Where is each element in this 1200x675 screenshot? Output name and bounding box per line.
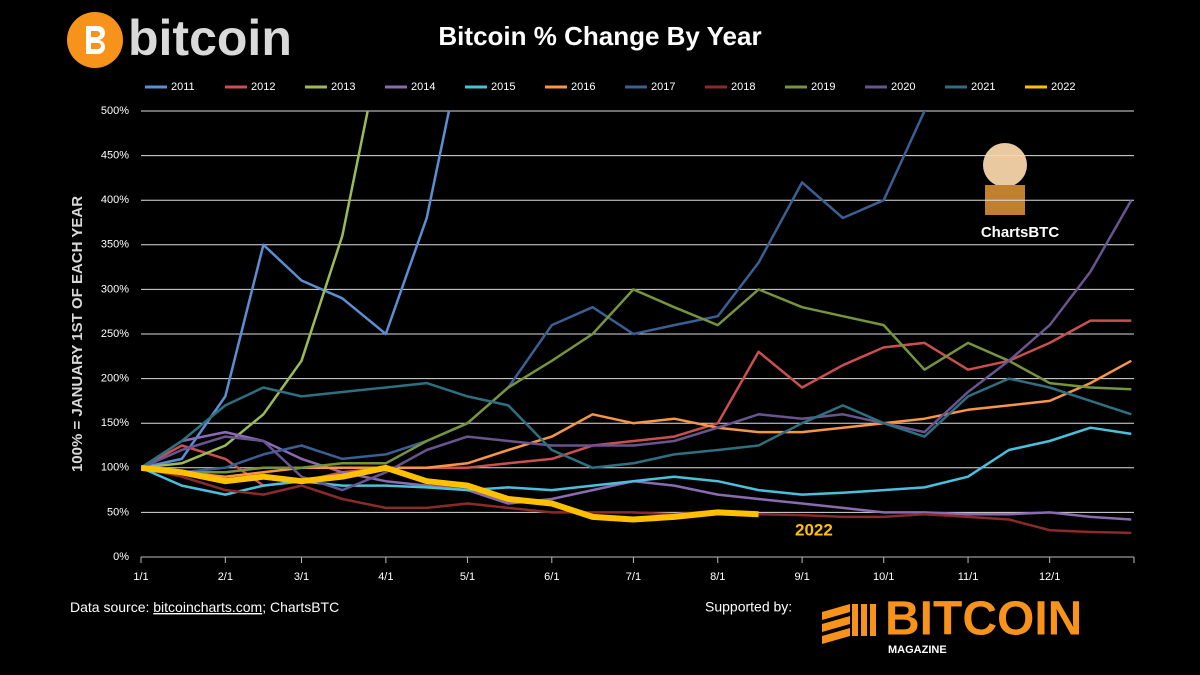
y-tick-label: 450% — [101, 150, 129, 162]
source-link[interactable]: bitcoincharts.com — [153, 599, 262, 615]
x-tick-label: 4/1 — [378, 571, 393, 583]
sponsor-logo: BITCOIN MAGAZINE — [822, 593, 1082, 656]
y-axis-label: 100% = JANUARY 1ST OF EACH YEAR — [69, 196, 86, 472]
legend-label: 2011 — [171, 81, 195, 93]
x-tick-label: 10/1 — [873, 571, 894, 583]
x-tick-label: 9/1 — [794, 571, 809, 583]
y-tick-label: 50% — [107, 506, 129, 518]
x-tick-label: 1/1 — [133, 571, 148, 583]
legend-label: 2022 — [1051, 81, 1075, 93]
legend-label: 2020 — [891, 81, 915, 93]
series-line — [141, 464, 759, 523]
x-tick-label: 6/1 — [544, 571, 559, 583]
series-line — [141, 111, 369, 470]
legend-label: 2017 — [651, 81, 675, 93]
x-tick-label: 7/1 — [626, 571, 641, 583]
y-tick-label: 350% — [101, 239, 129, 251]
supported-by: Supported by: — [705, 599, 792, 615]
x-tick-label: 12/1 — [1039, 571, 1060, 583]
legend-label: 2013 — [331, 81, 355, 93]
legend-label: 2021 — [971, 81, 995, 93]
sponsor-name: BITCOIN — [885, 593, 1082, 646]
y-tick-label: 0% — [113, 551, 129, 563]
bitcoin-logo: bitcoin — [67, 10, 292, 68]
mascot-head — [983, 143, 1027, 187]
sponsor-sub: MAGAZINE — [888, 644, 947, 656]
x-tick-label: 2/1 — [218, 571, 233, 583]
y-tick-label: 500% — [101, 105, 129, 117]
sponsor-icon — [822, 604, 876, 644]
source-rest: ; ChartsBTC — [262, 599, 339, 615]
mascot-label: ChartsBTC — [981, 224, 1060, 241]
series-line — [141, 466, 1132, 535]
y-tick-label: 200% — [101, 373, 129, 385]
legend-label: 2015 — [491, 81, 515, 93]
series-line — [141, 288, 1132, 474]
y-tick-label: 150% — [101, 417, 129, 429]
legend-label: 2016 — [571, 81, 595, 93]
footer-source: Data source: bitcoincharts.com; ChartsBT… — [70, 599, 339, 615]
x-tick-label: 5/1 — [460, 571, 475, 583]
logo-glyph — [86, 26, 105, 54]
annotation: 2022 — [795, 520, 833, 539]
x-tick-label: 11/1 — [958, 571, 979, 583]
legend-label: 2019 — [811, 81, 835, 93]
y-tick-label: 400% — [101, 194, 129, 206]
plot-lines — [141, 111, 1133, 535]
series-line — [141, 199, 1133, 492]
x-tick-label: 3/1 — [294, 571, 309, 583]
y-tick-label: 100% — [101, 462, 129, 474]
source-label: Data source: — [70, 599, 149, 615]
y-tick-label: 300% — [101, 283, 129, 295]
logo-text: bitcoin — [128, 10, 292, 66]
x-tick-label: 8/1 — [710, 571, 725, 583]
series-line — [141, 377, 1132, 470]
legend-label: 2018 — [731, 81, 755, 93]
legend-label: 2014 — [411, 81, 435, 93]
chart-title: Bitcoin % Change By Year — [438, 21, 761, 51]
y-tick-label: 250% — [101, 328, 129, 340]
legend-label: 2012 — [251, 81, 275, 93]
